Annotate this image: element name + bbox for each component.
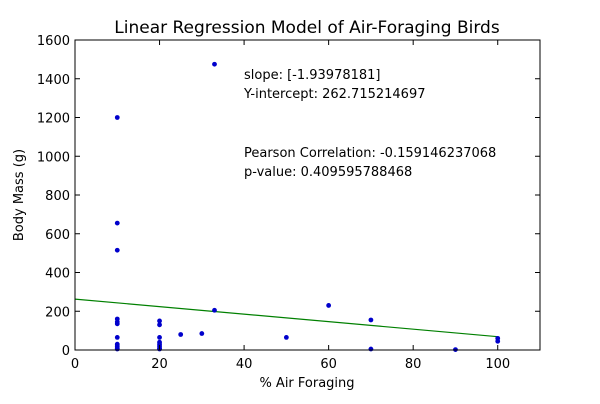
data-point [368,346,374,352]
data-point [157,318,162,324]
data-point [114,335,120,340]
y-axis-label: Body Mass (g) [12,149,27,241]
y-tick-label: 400 [45,267,70,282]
data-point [157,322,162,328]
data-point [157,335,162,340]
y-tick-label: 1600 [37,34,70,49]
data-point [114,321,120,327]
x-tick-label: 0 [71,357,79,372]
data-point [178,332,184,337]
x-tick-label: 40 [236,357,253,372]
y-tick-label: 200 [45,305,70,320]
annotations: slope: [-1.93978181] Y-intercept: 262.71… [243,68,496,180]
x-axis-ticks: 0 20 40 60 80 100 [71,40,510,372]
y-tick-label: 0 [62,344,70,359]
data-point [368,317,374,323]
x-tick-label: 60 [320,357,337,372]
data-point [326,303,332,308]
data-point [283,335,289,340]
data-point [212,61,217,67]
annotation-pearson: Pearson Correlation: -0.159146237068 [244,146,496,161]
regression-line [74,298,498,338]
data-point [495,338,501,344]
data-point [114,220,120,226]
data-point [199,331,205,336]
y-tick-label: 1400 [37,73,70,88]
y-tick-label: 600 [45,228,70,243]
data-point [212,307,217,313]
annotation-slope: slope: [-1.93978181] [244,68,381,83]
x-axis-label: % Air Foraging [259,376,354,391]
x-tick-label: 100 [485,357,510,372]
y-tick-label: 1000 [37,150,70,165]
data-point [114,115,120,120]
plot-area [74,61,501,353]
x-tick-label: 20 [151,357,168,372]
chart-title: Linear Regression Model of Air-Foraging … [114,18,500,38]
data-point [114,346,120,352]
x-tick-label: 80 [405,357,422,372]
y-tick-label: 1200 [37,112,70,127]
data-point [114,247,120,253]
annotation-intercept: Y-intercept: 262.715214697 [243,87,426,102]
y-axis-ticks: 0 200 400 600 800 1000 1200 1400 1600 [37,34,540,359]
annotation-pvalue: p-value: 0.409595788468 [244,165,412,180]
y-tick-label: 800 [45,189,70,204]
